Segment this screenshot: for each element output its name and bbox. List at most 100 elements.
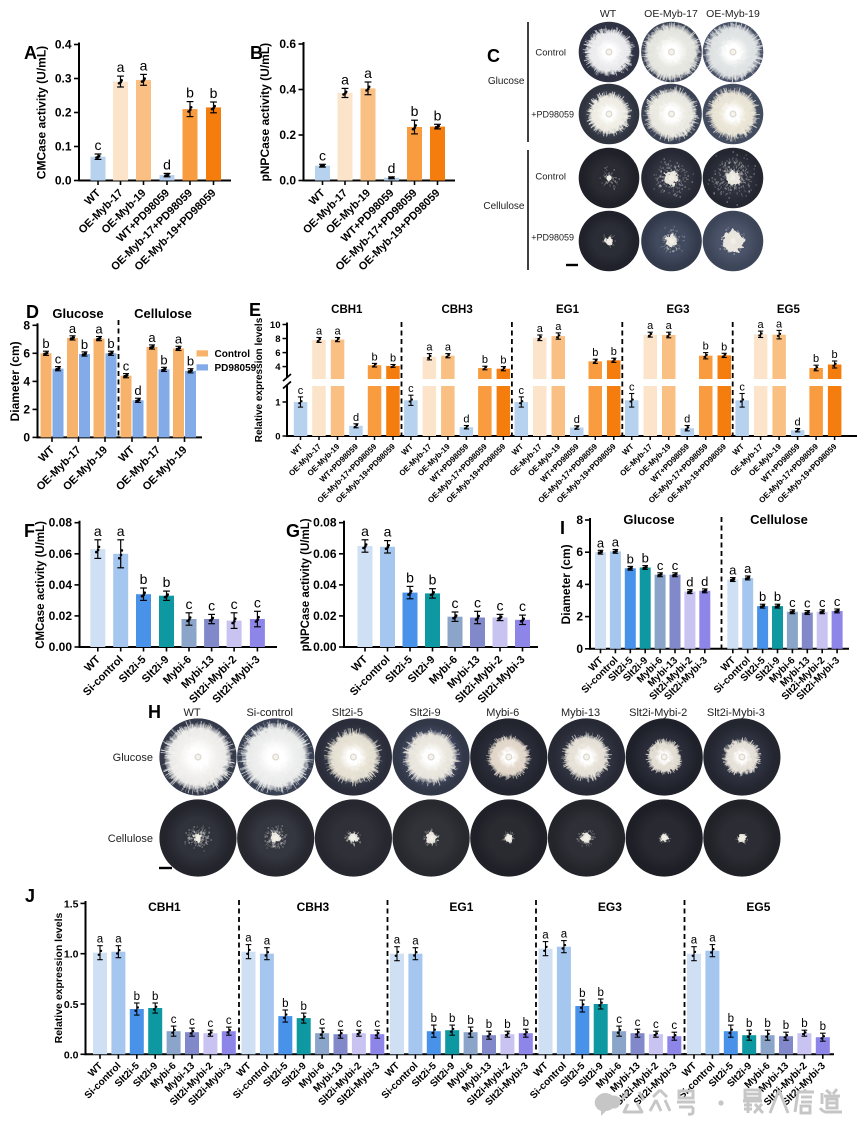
- svg-text:b: b: [746, 1018, 752, 1030]
- svg-text:b: b: [832, 349, 838, 361]
- svg-text:E: E: [249, 300, 261, 320]
- svg-text:c: c: [95, 137, 102, 153]
- svg-text:a: a: [69, 321, 77, 336]
- svg-text:4: 4: [23, 374, 30, 388]
- svg-text:Control: Control: [215, 349, 251, 360]
- svg-text:a: a: [175, 331, 183, 346]
- svg-text:c: c: [356, 1018, 362, 1030]
- svg-text:Diameter (cm): Diameter (cm): [559, 544, 573, 624]
- svg-text:CBH3: CBH3: [297, 900, 330, 914]
- svg-text:0.2: 0.2: [55, 106, 72, 120]
- svg-text:c: c: [497, 597, 504, 613]
- svg-text:b: b: [434, 107, 442, 123]
- svg-text:2: 2: [23, 402, 30, 416]
- svg-text:a: a: [561, 929, 568, 941]
- svg-text:a: a: [148, 330, 156, 345]
- svg-text:B: B: [250, 43, 263, 63]
- svg-text:2: 2: [576, 610, 583, 624]
- svg-text:0.06: 0.06: [313, 547, 337, 561]
- svg-text:a: a: [691, 935, 698, 947]
- svg-text:b: b: [703, 341, 709, 353]
- svg-text:b: b: [449, 1013, 455, 1025]
- svg-text:Cellulose: Cellulose: [483, 201, 525, 212]
- svg-text:6: 6: [23, 346, 30, 360]
- svg-text:b: b: [411, 103, 419, 119]
- svg-text:c: c: [208, 1018, 214, 1030]
- svg-text:b: b: [523, 1017, 529, 1029]
- svg-text:a: a: [412, 936, 419, 948]
- svg-text:0.6: 0.6: [279, 37, 296, 51]
- svg-text:EG3: EG3: [598, 900, 622, 914]
- svg-text:b: b: [134, 991, 140, 1003]
- svg-text:a: a: [758, 319, 765, 331]
- svg-text:c: c: [171, 1014, 177, 1026]
- svg-text:G: G: [286, 521, 300, 541]
- svg-text:b: b: [467, 1015, 473, 1027]
- svg-text:d: d: [701, 574, 708, 589]
- svg-text:c: c: [657, 558, 664, 573]
- svg-text:b: b: [107, 336, 114, 351]
- svg-text:0.08: 0.08: [49, 516, 73, 530]
- svg-text:a: a: [542, 930, 549, 942]
- svg-text:c: c: [208, 597, 215, 613]
- svg-text:0.00: 0.00: [313, 640, 337, 654]
- svg-text:a: a: [117, 59, 125, 75]
- svg-text:a: a: [94, 523, 102, 539]
- svg-text:0.3: 0.3: [55, 72, 72, 86]
- svg-text:0: 0: [576, 642, 583, 656]
- svg-text:c: c: [834, 594, 841, 609]
- svg-text:b: b: [210, 85, 218, 101]
- svg-text:Glucose: Glucose: [113, 752, 153, 764]
- svg-text:a: a: [666, 320, 673, 332]
- svg-text:a: a: [95, 322, 103, 337]
- svg-text:b: b: [429, 572, 437, 588]
- svg-text:a: a: [709, 933, 716, 945]
- svg-text:Cellulose: Cellulose: [108, 833, 153, 845]
- svg-text:WT: WT: [183, 707, 200, 719]
- svg-text:a: a: [361, 523, 369, 539]
- svg-text:Mybi-6: Mybi-6: [486, 707, 519, 719]
- svg-text:c: c: [55, 352, 62, 367]
- svg-text:1.5: 1.5: [64, 898, 79, 910]
- svg-text:c: c: [189, 1016, 195, 1028]
- svg-text:c: c: [804, 596, 811, 611]
- svg-text:Glucose: Glucose: [623, 512, 674, 527]
- svg-text:a: a: [245, 933, 252, 945]
- svg-text:Cellulose: Cellulose: [750, 512, 808, 527]
- svg-text:b: b: [721, 341, 727, 353]
- svg-text:0.02: 0.02: [49, 609, 73, 623]
- svg-text:+PD98059: +PD98059: [531, 110, 574, 120]
- svg-text:D: D: [26, 302, 39, 322]
- svg-text:c: c: [671, 1020, 677, 1032]
- svg-text:0.00: 0.00: [49, 640, 73, 654]
- svg-text:0.0: 0.0: [55, 174, 72, 188]
- svg-text:b: b: [597, 987, 603, 999]
- svg-text:b: b: [300, 1001, 306, 1013]
- svg-text:6: 6: [576, 545, 583, 559]
- svg-text:c: c: [653, 1019, 659, 1031]
- svg-text:c: c: [629, 382, 635, 394]
- svg-text:Relative expression levels: Relative expression levels: [254, 317, 265, 442]
- svg-text:b: b: [390, 353, 396, 365]
- svg-text:a: a: [97, 934, 104, 946]
- svg-text:WT: WT: [600, 8, 617, 20]
- svg-text:I: I: [560, 518, 565, 538]
- svg-text:c: c: [789, 595, 796, 610]
- svg-text:d: d: [353, 412, 359, 424]
- svg-text:CMCase activity (U/mL): CMCase activity (U/mL): [35, 46, 49, 179]
- svg-text:b: b: [406, 569, 414, 585]
- svg-text:a: a: [316, 326, 323, 338]
- svg-text:4: 4: [576, 577, 583, 591]
- svg-text:b: b: [783, 1020, 789, 1032]
- svg-text:+PD98059: +PD98059: [531, 233, 574, 243]
- svg-text:a: a: [140, 57, 148, 73]
- svg-text:A: A: [24, 43, 37, 63]
- svg-text:a: a: [384, 524, 392, 540]
- svg-text:b: b: [282, 998, 288, 1010]
- svg-text:0.1: 0.1: [55, 140, 72, 154]
- svg-text:6: 6: [275, 348, 280, 359]
- svg-text:0.4: 0.4: [279, 83, 296, 97]
- svg-text:8: 8: [576, 513, 583, 527]
- svg-text:b: b: [801, 1018, 807, 1030]
- svg-text:pNPCase activity (U/mL): pNPCase activity (U/mL): [258, 43, 272, 182]
